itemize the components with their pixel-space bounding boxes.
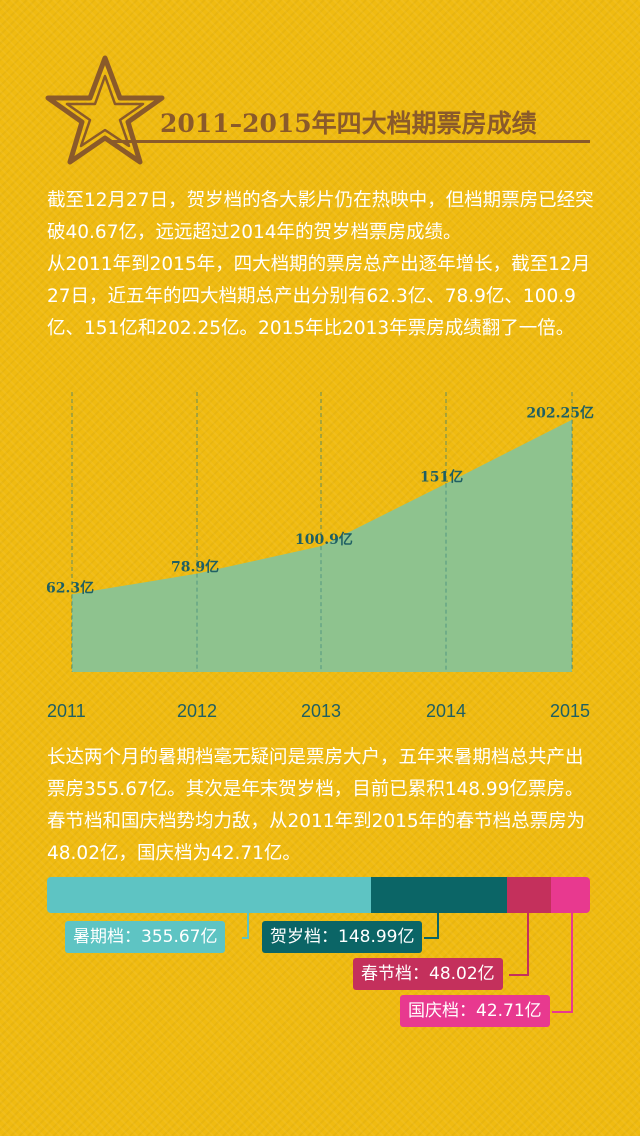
season-label-1: 贺岁档：148.99亿 — [262, 921, 423, 953]
title-banner: 2011–2015年四大档期票房成绩 — [0, 0, 640, 170]
leader-v-0 — [247, 913, 249, 939]
x-tick-2013: 2013 — [301, 701, 341, 721]
x-tick-2012: 2012 — [177, 701, 217, 721]
leader-v-1 — [437, 913, 439, 939]
box-office-area-chart: 62.3亿 78.9亿 100.9亿 151亿 202.25亿 2011 2012 2013 2… — [46, 392, 594, 721]
season-share-bar — [47, 877, 590, 913]
x-tick-2011: 2011 — [47, 701, 86, 721]
leader-h-2 — [509, 974, 529, 976]
data-label-2011: 62.3亿 — [46, 579, 94, 596]
leader-h-3 — [552, 1011, 573, 1013]
x-tick-2014: 2014 — [426, 701, 466, 721]
leader-h-1 — [424, 937, 439, 939]
bar-segment-1 — [371, 877, 508, 913]
bar-segment-0 — [47, 877, 372, 913]
page-title: 2011–2015年四大档期票房成绩 — [160, 109, 537, 138]
intro-text: 截至12月27日，贺岁档的各大影片仍在热映中，但档期票房已经突破40.67亿，远… — [47, 185, 595, 345]
season-label-3: 国庆档：42.71亿 — [400, 995, 550, 1027]
bar-segment-3 — [551, 877, 590, 913]
middle-text: 长达两个月的暑期档毫无疑问是票房大户，五年来暑期档总共产出票房355.67亿。其… — [47, 742, 595, 870]
intro-paragraph-2: 从2011年到2015年，四大档期的票房总产出逐年增长，截至12月27日，近五年… — [47, 254, 591, 339]
leader-v-2 — [527, 913, 529, 976]
leader-v-3 — [571, 913, 573, 1013]
data-label-2015: 202.25亿 — [526, 405, 594, 422]
season-label-0: 暑期档：355.67亿 — [65, 921, 226, 953]
data-label-2013: 100.9亿 — [295, 531, 353, 548]
x-tick-2015: 2015 — [550, 701, 590, 721]
data-label-2012: 78.9亿 — [171, 559, 219, 576]
data-label-2014: 151亿 — [420, 469, 463, 486]
leader-h-0 — [242, 937, 249, 939]
intro-paragraph-1: 截至12月27日，贺岁档的各大影片仍在热映中，但档期票房已经突破40.67亿，远… — [47, 190, 594, 243]
season-label-2: 春节档：48.02亿 — [353, 958, 503, 990]
bar-segment-2 — [507, 877, 552, 913]
star-icon — [45, 55, 165, 165]
middle-paragraph: 长达两个月的暑期档毫无疑问是票房大户，五年来暑期档总共产出票房355.67亿。其… — [47, 747, 586, 864]
title-underline — [110, 140, 590, 143]
